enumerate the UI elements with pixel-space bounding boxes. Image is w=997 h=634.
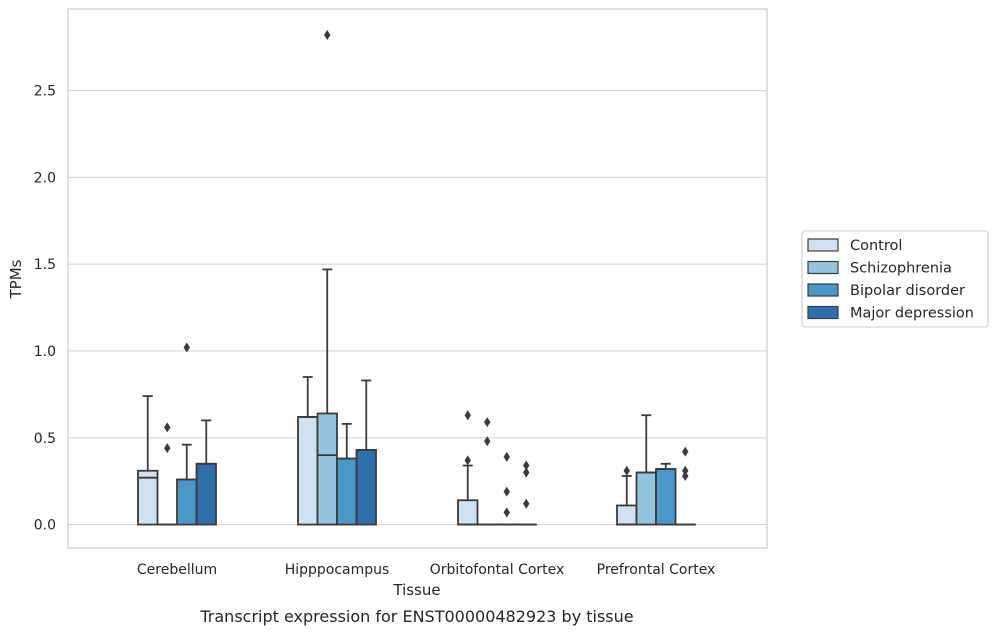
outlier-point: [164, 422, 171, 433]
outlier-point: [503, 451, 510, 462]
x-axis-label: Tissue: [392, 581, 440, 599]
x-ticks: Cerebellum Hipppocampus Orbitofontal Corte…: [137, 562, 715, 578]
legend-label: Control: [850, 238, 902, 254]
x-tick-label: Orbitofontal Cortex: [430, 562, 565, 578]
box: [176, 478, 198, 526]
box: [195, 462, 217, 526]
outlier-point: [183, 342, 190, 353]
box-1-1: [316, 30, 338, 526]
box-3-2: [655, 462, 677, 526]
outlier-point: [164, 443, 171, 454]
x-tick-label: Prefrontal Cortex: [597, 562, 716, 578]
outlier-point: [523, 498, 530, 509]
y-tick-label: 0.0: [34, 518, 56, 534]
outlier-point: [523, 460, 530, 471]
outlier-point: [503, 507, 510, 518]
legend-swatch: [807, 283, 839, 297]
legend-frame: [801, 230, 989, 328]
box: [616, 504, 638, 526]
y-tick-label: 2.5: [34, 84, 56, 100]
boxes: [137, 30, 696, 526]
plot-frame: [67, 8, 768, 549]
outlier-point: [503, 486, 510, 497]
outlier-point: [523, 467, 530, 478]
box-2-2: [496, 451, 518, 526]
outlier-point: [484, 436, 491, 447]
box: [336, 457, 358, 526]
legend-swatch: [807, 260, 839, 275]
box-3-0: [616, 465, 638, 526]
box-1-3: [355, 379, 377, 526]
legend: Control Schizophrenia Bipolar disorder Majo…: [801, 230, 989, 328]
y-tick-label: 2.0: [34, 170, 56, 186]
y-ticks: 0.0 0.5 1.0 1.5 2.0 2.5: [34, 84, 56, 534]
box: [297, 416, 319, 526]
legend-swatch: [807, 305, 839, 320]
box: [655, 468, 677, 526]
box-0-3: [195, 419, 217, 526]
y-tick-label: 1.0: [34, 344, 56, 360]
box-2-3: [515, 460, 537, 526]
legend-label: Schizophrenia: [850, 261, 952, 277]
outlier-point: [682, 446, 689, 457]
outlier-point: [324, 30, 331, 41]
outlier-point: [464, 410, 471, 421]
box-1-0: [297, 376, 319, 526]
outlier-point: [623, 465, 630, 476]
y-tick-label: 0.5: [34, 431, 56, 447]
x-tick-label: Hipppocampus: [285, 562, 390, 578]
box-0-0: [137, 395, 159, 526]
box-3-1: [635, 414, 657, 526]
outlier-point: [682, 465, 689, 476]
chart-caption: Transcript expression for ENST0000048292…: [199, 607, 633, 626]
box-0-2: [176, 342, 198, 526]
grid-lines: [68, 90, 767, 526]
outlier-point: [484, 417, 491, 428]
box: [457, 499, 479, 526]
box: [355, 449, 377, 526]
box-2-0: [457, 410, 479, 526]
box: [635, 471, 657, 526]
box-3-3: [674, 446, 696, 526]
x-tick-label: Cerebellum: [137, 562, 217, 578]
legend-label: Major depression: [850, 306, 974, 322]
box: [137, 469, 159, 526]
legend-swatch: [807, 238, 839, 252]
y-tick-label: 1.5: [34, 257, 56, 273]
box: [316, 412, 338, 526]
outlier-point: [682, 470, 689, 481]
legend-label: Bipolar disorder: [850, 283, 965, 299]
box-1-2: [336, 422, 358, 526]
box-2-1: [476, 417, 498, 526]
outlier-point: [464, 455, 471, 466]
y-axis-label: TPMs: [7, 259, 25, 299]
